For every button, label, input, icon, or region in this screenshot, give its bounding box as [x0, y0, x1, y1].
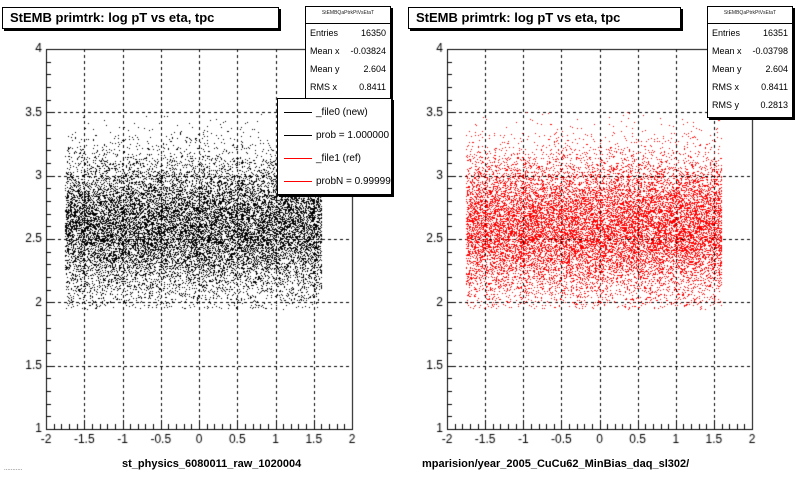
right-stats-box: StEMBQaPtrkPtVsEtaT Entries 16351 Mean x… — [707, 6, 793, 118]
stats-value: 0.2813 — [760, 100, 788, 110]
right-stats-row-mean-x: Mean x -0.03798 — [708, 42, 792, 60]
stats-value: 0.8411 — [359, 82, 386, 92]
stats-value: 16350 — [360, 28, 386, 38]
legend-line-red — [284, 181, 312, 182]
left-bottom-label: st_physics_6080011_raw_1020004 — [122, 458, 302, 470]
right-stats-row-entries: Entries 16351 — [708, 24, 792, 42]
right-stats-name: StEMBQaPtrkPtVsEtaT — [708, 7, 792, 24]
stats-value: 16351 — [762, 28, 788, 38]
legend-entry-probn: probN = 0.999999 — [278, 170, 391, 193]
stats-value: 0.8411 — [761, 82, 788, 92]
right-stats-row-mean-y: Mean y 2.604 — [708, 60, 792, 78]
legend-label: prob = 1.000000 — [316, 130, 390, 141]
stats-value: -0.03798 — [752, 46, 788, 56]
left-stats-row-rms-x: RMS x 0.8411 — [306, 78, 390, 96]
stats-label: Entries — [712, 28, 741, 38]
stats-label: RMS x — [310, 82, 337, 92]
stats-label: Entries — [310, 28, 339, 38]
stats-label: Mean x — [712, 46, 742, 56]
left-stats-name: StEMBQaPtrkPtVsEtaT — [306, 7, 390, 24]
left-plot-title: StEMB primtrk: log pT vs eta, tpc — [2, 7, 279, 29]
right-stats-row-rms-y: RMS y 0.2813 — [708, 96, 792, 114]
stats-label: Mean y — [310, 64, 340, 74]
legend-line-black — [284, 135, 312, 136]
left-stats-row-entries: Entries 16350 — [306, 24, 390, 42]
stats-value: -0.03824 — [350, 46, 386, 56]
stats-value: 2.604 — [363, 64, 386, 74]
stats-label: RMS y — [712, 100, 739, 110]
legend-label: _file0 (new) — [316, 107, 368, 118]
stats-label: RMS x — [712, 82, 739, 92]
legend-entry-file1: _file1 (ref) — [278, 147, 391, 170]
right-stats-row-rms-x: RMS x 0.8411 — [708, 78, 792, 96]
left-footer-text: ........... — [4, 466, 23, 472]
left-stats-row-mean-x: Mean x -0.03824 — [306, 42, 390, 60]
legend-entry-file0: _file0 (new) — [278, 101, 391, 124]
left-stats-box: StEMBQaPtrkPtVsEtaT Entries 16350 Mean x… — [305, 6, 391, 106]
right-plot-title: StEMB primtrk: log pT vs eta, tpc — [408, 7, 681, 29]
left-stats-row-mean-y: Mean y 2.604 — [306, 60, 390, 78]
right-bottom-label: mparision/year_2005_CuCu62_MinBias_daq_s… — [422, 458, 690, 470]
legend-entry-prob: prob = 1.000000 — [278, 124, 391, 147]
stats-label: Mean x — [310, 46, 340, 56]
legend-line-red — [284, 158, 312, 159]
stats-label: Mean y — [712, 64, 742, 74]
stats-value: 2.604 — [765, 64, 788, 74]
legend-label: _file1 (ref) — [316, 153, 362, 164]
legend-line-black — [284, 112, 312, 113]
legend-label: probN = 0.999999 — [316, 176, 392, 187]
left-legend: _file0 (new) prob = 1.000000 _file1 (ref… — [277, 98, 392, 195]
